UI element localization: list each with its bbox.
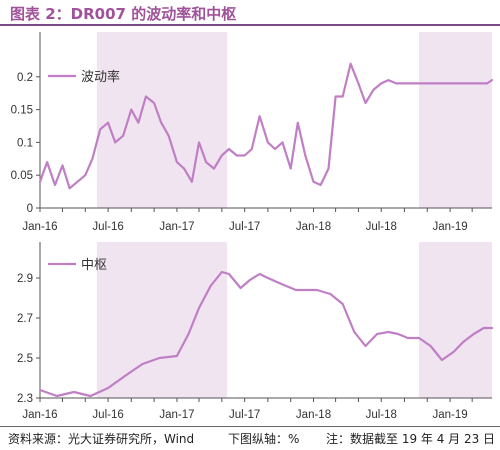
y-tick-label: 0.15 (11, 105, 33, 117)
y-tick-label: 0.05 (11, 170, 33, 182)
center-chart: 2.3 2.5 2.7 2.9 Jan-16 Jul-16 Jan-17 Jul-17 Jan-… (17, 242, 494, 421)
x-tick-label: Jan-19 (433, 221, 468, 233)
y-tick-label: 0.1 (17, 137, 33, 149)
data-date-note: 注：数据截至 19 年 4 月 23 日 (326, 432, 496, 446)
source-note: 资料来源：光大证券研究所，Wind (8, 432, 195, 446)
y-tick-label: 2.5 (17, 353, 33, 365)
shaded-period-0 (96, 32, 228, 208)
legend-label: 中枢 (81, 258, 107, 273)
x-tick-label: Jul-17 (229, 221, 260, 233)
title-bar: 图表 2：DR007 的波动率和中枢 (0, 0, 500, 26)
title-divider (0, 24, 500, 26)
x-tick-label: Jan-19 (433, 409, 468, 421)
y-tick-label: 0.2 (17, 72, 33, 84)
x-tick-label: Jan-17 (159, 409, 194, 421)
y-tick-label: 2.9 (17, 273, 33, 285)
x-tick-label: Jul-17 (229, 409, 260, 421)
x-tick-label: Jul-18 (366, 409, 397, 421)
x-tick-label: Jul-16 (92, 221, 123, 233)
axis-unit-note: 下图纵轴：% (228, 432, 300, 446)
y-tick-label: 2.3 (17, 393, 33, 405)
shaded-period-1 (419, 242, 492, 398)
page-title: 图表 2：DR007 的波动率和中枢 (10, 5, 237, 23)
y-tick-label: 2.7 (17, 313, 33, 325)
shaded-period-0 (96, 242, 228, 398)
shaded-period-1 (419, 32, 492, 208)
y-tick-label: 0 (27, 203, 33, 215)
legend-label: 波动率 (81, 69, 120, 85)
x-tick-label: Jan-16 (22, 409, 57, 421)
x-tick-label: Jan-18 (296, 221, 331, 233)
volatility-chart: 0 0.05 0.1 0.15 0.2 Jan-16 Jul-16 Jan-17 Jul-17 J… (11, 32, 494, 233)
footer-divider (0, 426, 500, 427)
x-tick-label: Jul-16 (92, 409, 123, 421)
x-tick-label: Jan-17 (159, 221, 194, 233)
x-tick-label: Jan-18 (296, 409, 331, 421)
x-tick-label: Jul-18 (366, 221, 397, 233)
x-tick-label: Jan-16 (22, 221, 57, 233)
